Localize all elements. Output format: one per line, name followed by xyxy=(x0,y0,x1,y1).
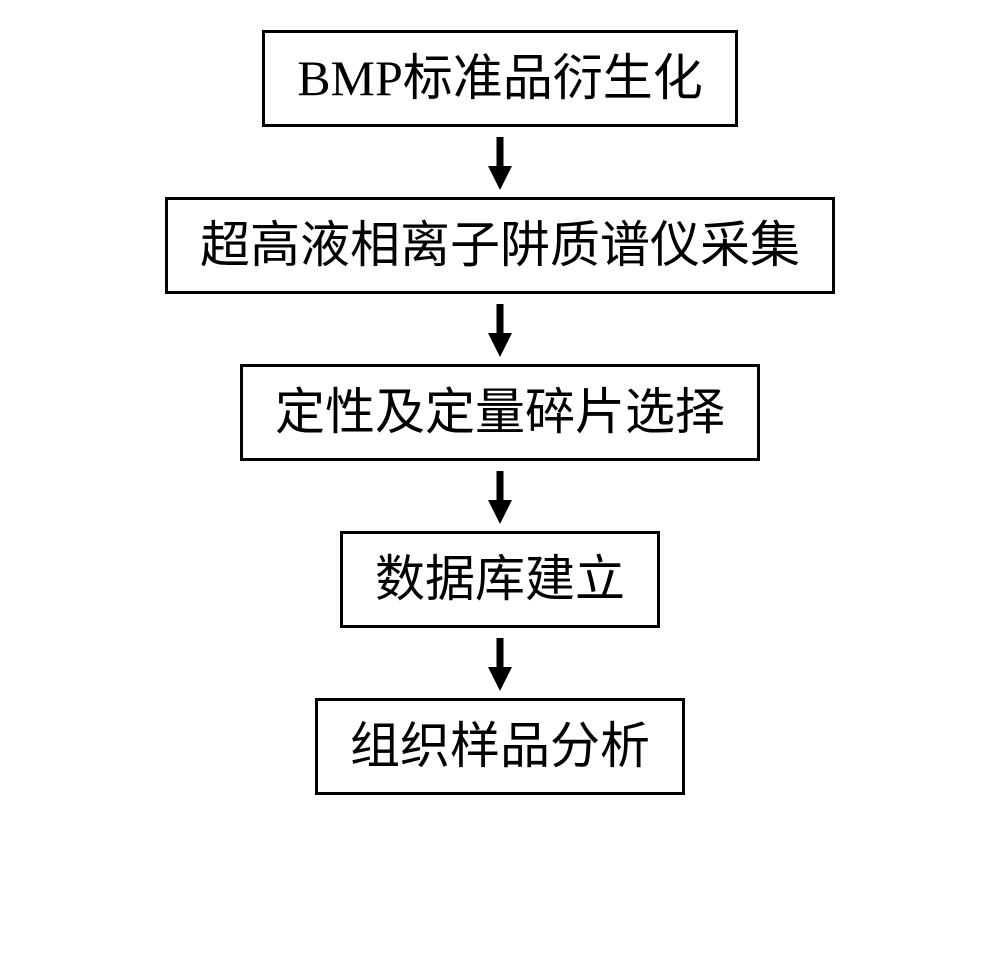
flowchart-node: 超高液相离子阱质谱仪采集 xyxy=(165,197,835,294)
flowchart-node: 定性及定量碎片选择 xyxy=(240,364,760,461)
flowchart-node: 组织样品分析 xyxy=(315,698,685,795)
arrow-down-icon xyxy=(485,127,515,197)
arrow-down-icon xyxy=(485,628,515,698)
flowchart-node: 数据库建立 xyxy=(340,531,660,628)
arrow-down-icon xyxy=(485,461,515,531)
node-label: 定性及定量碎片选择 xyxy=(275,385,725,440)
node-label: BMP标准品衍生化 xyxy=(297,51,703,106)
node-label: 数据库建立 xyxy=(375,552,625,607)
arrow-down-icon xyxy=(485,294,515,364)
node-label: 超高液相离子阱质谱仪采集 xyxy=(200,218,800,273)
flowchart-node: BMP标准品衍生化 xyxy=(262,30,738,127)
node-label: 组织样品分析 xyxy=(350,719,650,774)
flowchart-container: BMP标准品衍生化 超高液相离子阱质谱仪采集 定性及定量碎片选择 数据库建立 xyxy=(165,30,835,795)
